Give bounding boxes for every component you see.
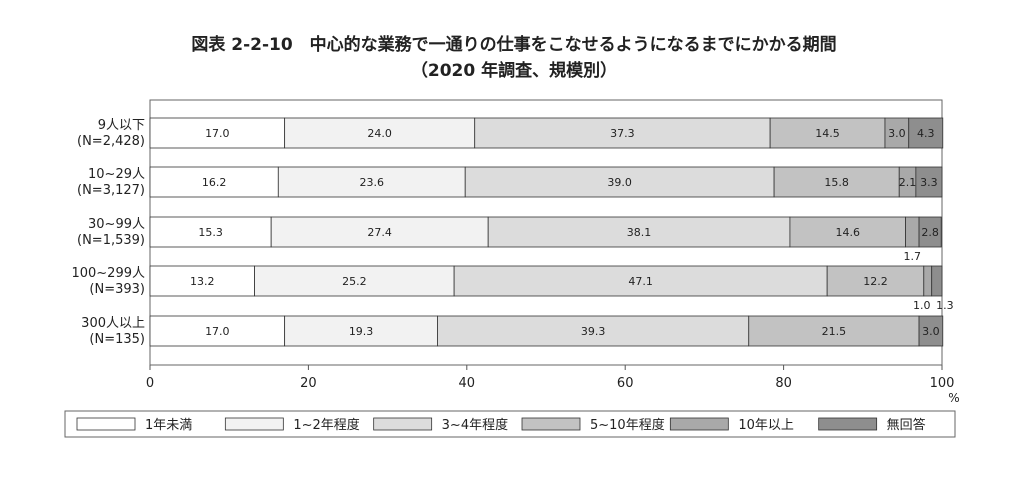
- data-label: 3.0: [922, 325, 940, 338]
- legend-label: 3~4年程度: [442, 417, 508, 433]
- data-label: 1.0: [913, 299, 931, 312]
- x-tick-label: 60: [617, 376, 634, 391]
- bar-segment: [915, 166, 943, 198]
- data-label: 24.0: [367, 127, 392, 140]
- legend-label: 1年未満: [145, 418, 192, 433]
- legend-swatch: [818, 417, 878, 431]
- data-label: 17.0: [205, 127, 230, 140]
- bar-segment: [487, 216, 791, 248]
- category-label: 300人以上: [81, 316, 145, 331]
- bar-segment: [284, 315, 438, 347]
- category-label: 10~29人: [88, 167, 145, 182]
- chart-subtitle: （2020 年調査、規模別）: [411, 60, 617, 81]
- data-label: 4.3: [917, 127, 935, 140]
- data-label: 16.2: [202, 176, 227, 189]
- data-label: 3.3: [920, 176, 938, 189]
- category-sublabel: (N=135): [89, 332, 145, 347]
- data-label: 25.2: [342, 275, 367, 288]
- data-label: 1.7: [904, 250, 922, 263]
- data-label: 21.5: [822, 325, 847, 338]
- data-label: 3.0: [888, 127, 906, 140]
- data-label: 14.5: [815, 127, 840, 140]
- bar-segment: [908, 117, 944, 149]
- legend-swatch: [76, 417, 136, 431]
- bars-layer: 17.0 24.0 37.3 14.5 3.0 4.3 9人以下(N=2,428) 16.2 2…: [71, 99, 954, 366]
- x-tick-label: 20: [300, 376, 317, 391]
- bar-segment: [923, 265, 933, 297]
- bar-segment: [149, 216, 272, 248]
- category-label: 30~99人: [88, 217, 145, 232]
- bar-segment: [748, 315, 920, 347]
- category-label: 9人以下: [98, 118, 145, 133]
- data-label: 1.3: [936, 299, 954, 312]
- legend-swatch: [373, 417, 433, 431]
- legend-label: 10年以上: [738, 418, 794, 433]
- legend-label: 1~2年程度: [293, 417, 359, 433]
- data-label: 37.3: [610, 127, 635, 140]
- bar-segment: [149, 117, 286, 149]
- legend-swatch: [224, 417, 284, 431]
- data-label: 17.0: [205, 325, 230, 338]
- data-label: 14.6: [836, 226, 861, 239]
- bar-segment: [254, 265, 455, 297]
- data-label: 15.8: [824, 176, 849, 189]
- x-axis: 0 20 40 60 80 100%: [146, 365, 960, 405]
- legend-swatch: [521, 417, 581, 431]
- bar-segment: [918, 216, 942, 248]
- legend-frame: [64, 410, 956, 438]
- x-axis-unit: %: [948, 391, 959, 405]
- data-label: 39.3: [581, 325, 606, 338]
- data-label: 15.3: [198, 226, 223, 239]
- bar-segment: [905, 216, 920, 248]
- category-sublabel: (N=3,127): [77, 183, 145, 198]
- bar-segment: [931, 265, 943, 297]
- data-label: 12.2: [863, 275, 888, 288]
- bar-segment: [284, 117, 476, 149]
- legend-label: 5~10年程度: [590, 417, 665, 433]
- data-label: 27.4: [367, 226, 392, 239]
- bar-segment: [149, 166, 279, 198]
- data-label: 23.6: [360, 176, 385, 189]
- data-label: 19.3: [349, 325, 374, 338]
- x-tick-label: 80: [775, 376, 792, 391]
- category-label: 100~299人: [71, 266, 145, 281]
- bar-segment: [270, 216, 489, 248]
- data-label: 38.1: [627, 226, 652, 239]
- bar-segment: [453, 265, 828, 297]
- legend-label: 無回答: [887, 417, 926, 433]
- data-label: 2.8: [921, 226, 939, 239]
- x-tick-label: 40: [459, 376, 476, 391]
- category-sublabel: (N=2,428): [77, 134, 145, 149]
- chart-title: 図表 2-2-10 中心的な業務で一通りの仕事をこなせるようになるまでにかかる期…: [191, 34, 836, 55]
- data-label: 13.2: [190, 275, 215, 288]
- legend-swatch: [669, 417, 729, 431]
- bar-segment: [789, 216, 906, 248]
- data-label: 47.1: [628, 275, 653, 288]
- bar-segment: [918, 315, 944, 347]
- bar-segment: [769, 117, 886, 149]
- bar-segment: [277, 166, 466, 198]
- data-label: 39.0: [607, 176, 632, 189]
- bar-segment: [773, 166, 900, 198]
- x-tick-label: 100: [930, 376, 955, 391]
- bar-segment: [464, 166, 775, 198]
- category-sublabel: (N=393): [89, 282, 145, 297]
- category-sublabel: (N=1,539): [77, 233, 145, 248]
- x-tick-label: 0: [146, 376, 154, 391]
- legend: 1年未満 1~2年程度 3~4年程度 5~10年程度 10年以上 無回答: [64, 410, 956, 438]
- data-label: 2.1: [899, 176, 917, 189]
